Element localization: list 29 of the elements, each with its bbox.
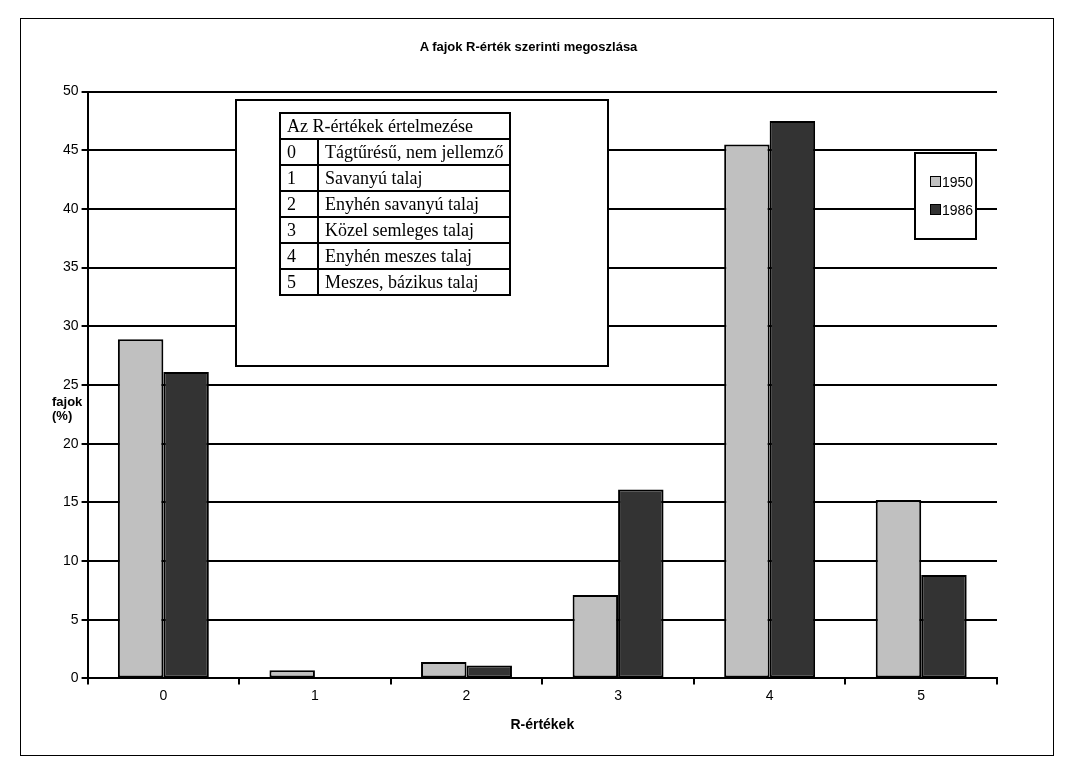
text: 3 Közel semleges talaj <box>287 220 474 240</box>
x-tick-label: 5 <box>917 686 926 703</box>
y-tick-label: 30 <box>62 317 79 334</box>
y-tick-label: 0 <box>70 669 79 686</box>
y-tick-label: 35 <box>62 258 79 275</box>
y-tick-label: 5 <box>70 610 79 627</box>
y-axis-title: fajok (%) <box>52 394 84 423</box>
y-tick-label: 50 <box>62 82 79 99</box>
annotation: Az R-értékek értelmezése <box>280 113 511 139</box>
text: 2 Enyhén savanyú talaj <box>287 194 479 214</box>
chart-title: A fajok R-érték szerinti megoszlása <box>419 39 639 55</box>
text: 4 Enyhén meszes talaj <box>287 246 472 266</box>
text: 5 Meszes, bázikus talaj <box>287 272 479 292</box>
text: 1 Savanyú talaj <box>287 168 423 188</box>
x-tick-label: 2 <box>462 686 471 703</box>
x-tick-label: 1 <box>311 686 320 703</box>
y-tick-label: 40 <box>62 199 79 216</box>
y-tick-label: 25 <box>62 375 79 392</box>
y-tick-label: 20 <box>62 434 79 451</box>
text: 0 Tágtűrésű, nem jellemző <box>287 142 504 162</box>
x-tick-label: 3 <box>614 686 623 703</box>
y-tick-label: 15 <box>62 493 79 510</box>
y-tick-label: 10 <box>62 551 79 568</box>
y-tick-label: 45 <box>62 141 79 158</box>
x-tick-label: 0 <box>159 686 168 703</box>
x-tick-label: 4 <box>765 686 774 703</box>
legend-label: 1986 <box>942 201 974 218</box>
legend-label: 1950 <box>942 173 974 190</box>
x-axis-title: R-értékek <box>510 716 575 733</box>
